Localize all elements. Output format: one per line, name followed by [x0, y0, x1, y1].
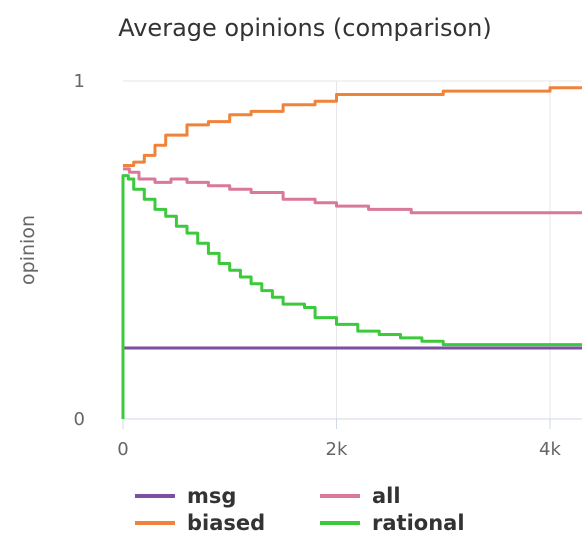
legend-item-biased[interactable]: biased [135, 511, 265, 535]
x-tick-label: 2k [326, 439, 348, 460]
legend-label: rational [372, 511, 465, 535]
legend-item-all[interactable]: all [320, 484, 401, 508]
legend-label: biased [187, 511, 265, 535]
gridlines [123, 80, 582, 419]
legend-item-rational[interactable]: rational [320, 511, 465, 535]
legend: msg all biased rational [135, 484, 465, 535]
plot-lines [121, 86, 582, 419]
y-tick-label: 1 [74, 71, 85, 92]
x-tick-label: 4k [539, 439, 561, 460]
chart-title: Average opinions (comparison) [118, 14, 492, 42]
y-tick-label: 0 [74, 409, 85, 430]
legend-label: all [372, 484, 401, 508]
x-tick-label: 0 [117, 439, 128, 460]
legend-label: msg [187, 484, 236, 508]
series-line-biased [123, 86, 582, 167]
series-line-rational [121, 174, 582, 419]
y-axis-label: opinion [17, 215, 39, 285]
series-line-all [123, 167, 582, 215]
axes: 0 1 0 2k 4k [74, 71, 582, 460]
legend-item-msg[interactable]: msg [135, 484, 236, 508]
